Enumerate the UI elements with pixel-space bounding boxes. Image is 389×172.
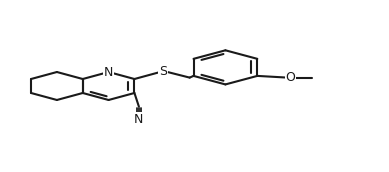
Text: N: N	[104, 66, 113, 78]
Text: S: S	[159, 65, 167, 78]
Text: N: N	[134, 114, 144, 126]
Text: O: O	[286, 71, 295, 84]
